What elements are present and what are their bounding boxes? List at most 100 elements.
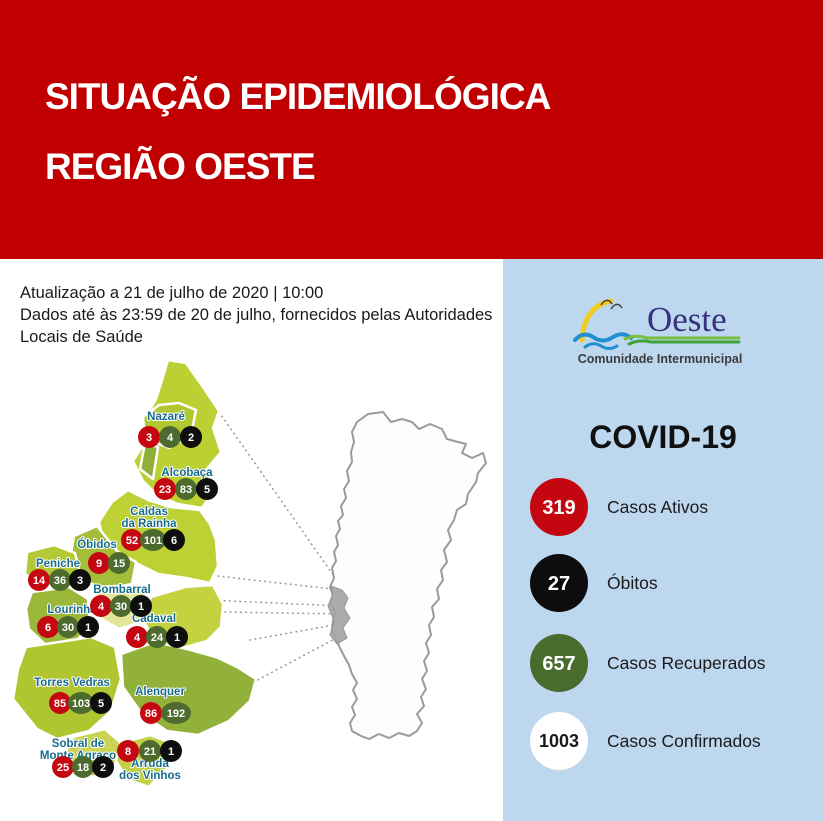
badge-recovered (139, 740, 161, 762)
portugal-silhouette (329, 411, 487, 740)
badge-value: 2 (188, 432, 194, 444)
active-cases-badge: 319 (530, 478, 588, 536)
badge-value: 1 (85, 622, 91, 634)
badge-value: 3 (146, 432, 152, 444)
badge-value: 86 (145, 708, 157, 720)
badge-value: 3 (77, 575, 83, 587)
badge-active (126, 626, 148, 648)
badge-value: 8 (125, 746, 131, 758)
active-cases-value: 319 (542, 497, 575, 519)
page-title-line2: REGIÃO OESTE (45, 146, 316, 187)
badge-active (117, 740, 139, 762)
recovered-cases-label: Casos Recuperados (607, 652, 766, 673)
label-arruda-1: Arruda (131, 758, 169, 770)
oeste-region-map: Nazaré Alcobaça Caldas da Rainha Óbidos … (11, 358, 487, 789)
birds-icon (600, 299, 623, 310)
badge-recovered (175, 478, 197, 500)
badge-value: 103 (72, 698, 90, 710)
badge-deaths (160, 740, 182, 762)
badge-value: 1 (168, 746, 174, 758)
label-sobral-1: Sobral de (52, 738, 104, 750)
active-cases-label: Casos Ativos (607, 496, 709, 517)
badge-value: 1 (174, 632, 180, 644)
badge-value: 6 (45, 622, 51, 634)
header-banner: SITUAÇÃO EPIDEMIOLÓGICA REGIÃO OESTE (0, 0, 823, 259)
update-line3: Locais de Saúde (20, 328, 143, 346)
confirmed-cases-label: Casos Confirmados (607, 730, 761, 751)
label-nazare: Nazaré (147, 411, 185, 423)
badge-value: 4 (98, 601, 105, 613)
municipality-badges: 3 4 2 23 83 5 52 101 6 9 15 1 (28, 426, 218, 778)
green-line-light (623, 334, 741, 341)
label-caldas-1: Caldas (130, 506, 168, 518)
badge-recovered (72, 756, 94, 778)
logo-subtitle: Comunidade Intermunicipal (578, 352, 743, 366)
badge-value: 4 (134, 632, 141, 644)
badge-circle (530, 554, 588, 612)
page-title-line1: SITUAÇÃO EPIDEMIOLÓGICA (45, 76, 551, 117)
badge-value: 192 (167, 708, 185, 720)
confirmed-cases-badge: 1003 (530, 712, 588, 770)
badge-value: 9 (96, 558, 102, 570)
label-torres: Torres Vedras (34, 677, 110, 689)
badge-value: 83 (180, 484, 192, 496)
badge-value: 5 (98, 698, 104, 710)
deaths-badge: 27 (530, 554, 588, 612)
badge-circle (530, 634, 588, 692)
badge-recovered (110, 595, 132, 617)
badge-recovered (161, 702, 191, 724)
badge-recovered (57, 616, 79, 638)
label-lourinha: Lourinhã (47, 604, 97, 616)
badge-active (140, 702, 162, 724)
label-arruda-2: dos Vinhos (119, 770, 181, 782)
badge-deaths (163, 529, 185, 551)
badge-active (121, 529, 143, 551)
badge-deaths (180, 426, 202, 448)
badge-value: 85 (54, 698, 66, 710)
portugal-outline-map (327, 411, 487, 740)
badge-value: 15 (113, 558, 125, 570)
badge-deaths (196, 478, 218, 500)
stat-row-confirmed: 1003 Casos Confirmados (529, 711, 761, 771)
badge-active (154, 478, 176, 500)
green-line-dark (627, 339, 741, 346)
badge-active (90, 595, 112, 617)
label-bombarral: Bombarral (93, 584, 151, 596)
confirmed-cases-value: 1003 (539, 731, 579, 751)
badge-recovered (140, 529, 166, 551)
badge-value: 5 (204, 484, 210, 496)
badge-deaths (90, 692, 112, 714)
municipality-labels: Nazaré Alcobaça Caldas da Rainha Óbidos … (33, 410, 214, 783)
wave-icon-small (583, 342, 619, 350)
badge-value: 6 (171, 535, 177, 547)
badge-recovered (159, 426, 181, 448)
badge-deaths (130, 595, 152, 617)
badge-recovered (68, 692, 94, 714)
badge-value: 1 (138, 601, 144, 613)
badge-value: 4 (167, 432, 174, 444)
badge-value: 21 (144, 746, 156, 758)
badge-deaths (69, 569, 91, 591)
badge-value: 14 (33, 575, 46, 587)
oeste-cim-logo: Oeste Comunidade Intermunicipal (573, 298, 743, 366)
badge-value: 52 (126, 535, 138, 547)
oeste-location-highlight (327, 585, 351, 645)
label-peniche: Peniche (36, 558, 80, 570)
badge-value: 2 (100, 762, 106, 774)
badge-deaths (92, 756, 114, 778)
update-line1: Atualização a 21 de julho de 2020 | 10:0… (20, 284, 324, 302)
deaths-label: Óbitos (607, 572, 658, 593)
badge-active (28, 569, 50, 591)
deaths-value: 27 (548, 573, 570, 595)
municipality-shapes (11, 358, 258, 789)
badge-recovered (146, 626, 168, 648)
wave-icon (573, 332, 633, 343)
badge-value: 24 (151, 632, 164, 644)
stat-row-active: 319 Casos Ativos (529, 477, 708, 537)
stat-row-deaths: 27 Óbitos (529, 553, 658, 613)
badge-circle (530, 478, 588, 536)
update-line2: Dados até às 23:59 de 20 de julho, forne… (20, 306, 493, 324)
label-caldas-2: da Rainha (122, 518, 178, 530)
stat-row-recovered: 657 Casos Recuperados (529, 633, 766, 693)
